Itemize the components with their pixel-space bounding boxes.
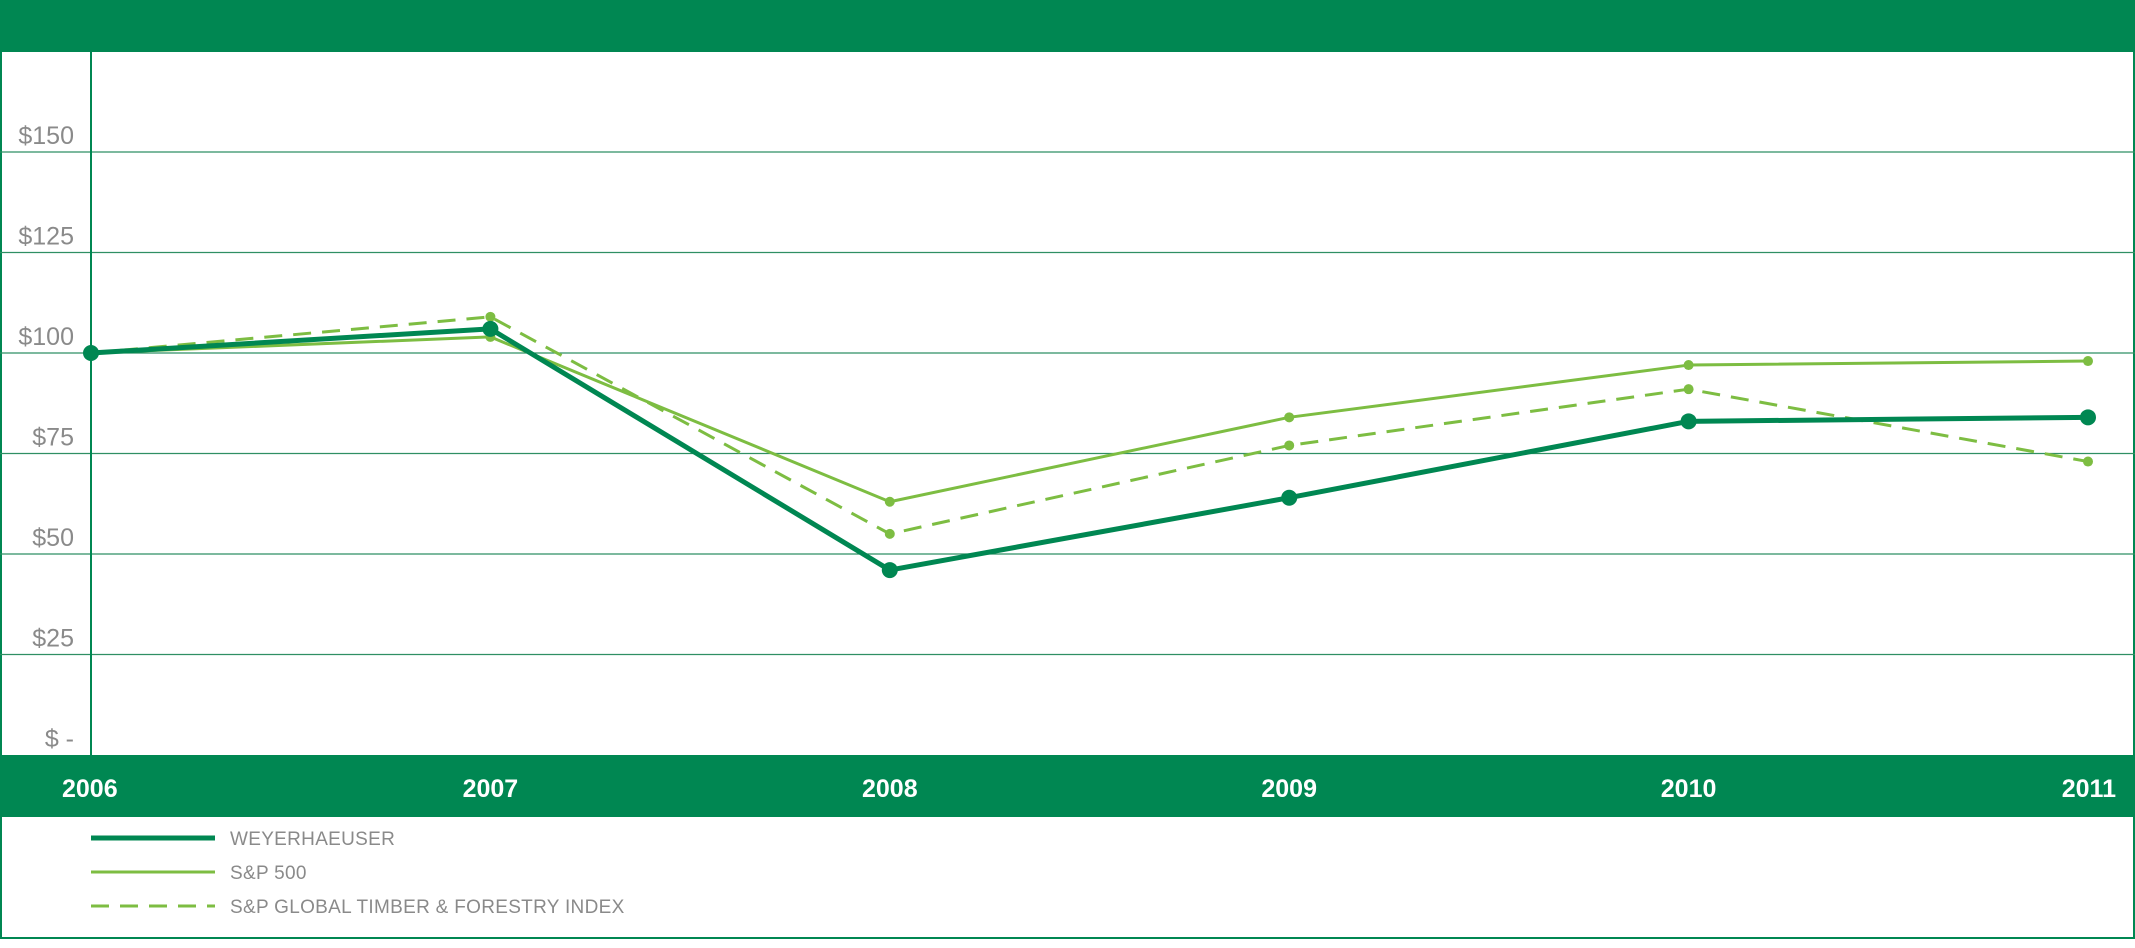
data-point: [884, 528, 895, 539]
y-tick-label: $150: [18, 122, 74, 150]
legend-label: S&P GLOBAL TIMBER & FORESTRY INDEX: [230, 897, 625, 918]
data-point: [1284, 412, 1295, 423]
legend-label: S&P 500: [230, 863, 307, 884]
series-0: [83, 320, 2096, 579]
x-axis-ticks: 2006 2007 2008 2009 2010 2011: [62, 775, 2116, 803]
legend: WEYERHAEUSER S&P 500 S&P GLOBAL TIMBER & F…: [91, 829, 625, 918]
x-tick-label: 2008: [862, 775, 918, 803]
legend-label: WEYERHAEUSER: [230, 829, 395, 850]
series-lines: [83, 311, 2096, 579]
data-point: [2080, 409, 2096, 426]
data-point: [1683, 360, 1694, 371]
series-line: [90, 315, 2089, 536]
y-tick-label: $125: [18, 223, 74, 251]
y-tick-label: $100: [18, 323, 74, 351]
top-band: [0, 0, 2135, 52]
data-point: [881, 562, 898, 579]
x-axis-band: [0, 755, 2135, 817]
gridlines: [0, 151, 2135, 656]
data-point: [83, 345, 99, 361]
series-line: [90, 335, 2089, 504]
y-tick-label: $ -: [45, 725, 74, 753]
data-point: [884, 496, 895, 507]
data-point: [1680, 413, 1697, 430]
x-tick-label: 2009: [1261, 775, 1317, 803]
data-point: [2083, 456, 2093, 467]
data-point: [485, 311, 496, 322]
data-point: [1284, 440, 1295, 451]
data-point: [2083, 356, 2093, 367]
y-tick-label: $25: [32, 625, 74, 653]
x-tick-label: 2010: [1661, 775, 1717, 803]
series-2: [86, 311, 2093, 539]
y-axis-ticks: $ - $25 $50 $75 $100 $125 $150: [18, 122, 74, 753]
y-tick-label: $50: [32, 524, 74, 552]
x-tick-label: 2011: [2062, 775, 2116, 803]
data-point: [1683, 384, 1694, 395]
x-tick-label: 2007: [463, 775, 519, 803]
y-tick-label: $75: [32, 424, 74, 452]
x-tick-label: 2006: [62, 775, 118, 803]
data-point: [482, 320, 499, 337]
data-point: [1281, 489, 1298, 506]
series-line: [90, 326, 2089, 573]
